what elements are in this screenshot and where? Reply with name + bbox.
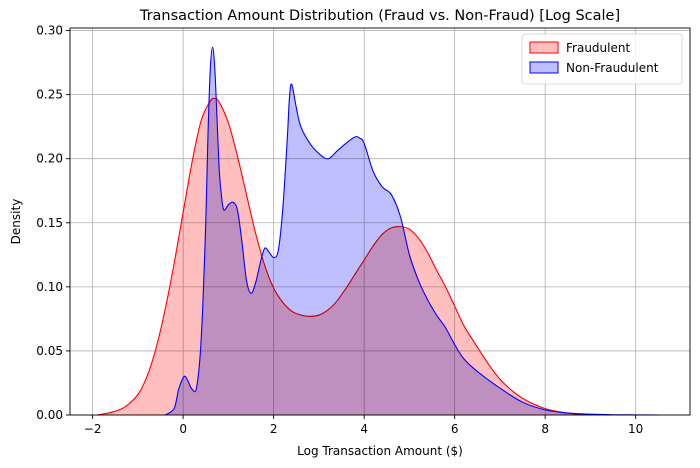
y-tick-label: 0.10 — [36, 280, 63, 294]
x-tick-label: 0 — [179, 422, 187, 436]
legend-box — [521, 33, 683, 85]
legend-label-non-fraudulent: Non-Fraudulent — [566, 61, 659, 75]
y-tick-label: 0.30 — [36, 24, 63, 38]
legend-swatch-non-fraudulent — [529, 61, 559, 74]
chart-title: Transaction Amount Distribution (Fraud v… — [139, 8, 620, 24]
x-tick-label: 8 — [541, 422, 549, 436]
x-tick-label: 6 — [451, 422, 459, 436]
series-layer — [97, 46, 659, 416]
y-tick-label: 0.00 — [36, 408, 63, 422]
plot-frame — [69, 27, 691, 416]
x-tick-label: 10 — [628, 422, 643, 436]
y-tick-label: 0.25 — [36, 88, 63, 102]
y-axis-label: Density — [9, 199, 23, 245]
x-tick-label: 4 — [360, 422, 368, 436]
y-tick-label: 0.05 — [36, 344, 63, 358]
legend-label-fraudulent: Fraudulent — [566, 41, 630, 55]
legend-swatch-fraudulent — [529, 41, 559, 54]
y-tick-label: 0.15 — [36, 216, 63, 230]
x-axis-label: Log Transaction Amount ($) — [297, 444, 463, 458]
density-line-non-fraudulent — [164, 46, 659, 416]
axis-ticks: −2 0 2 4 6 8 10 0.00 0.05 0.10 0.15 0.20 0.25 0.30 — [36, 24, 643, 436]
grid — [70, 28, 690, 416]
density-area-non-fraudulent — [165, 47, 659, 415]
x-tick-label: 2 — [270, 422, 278, 436]
legend: Fraudulent Non-Fraudulent — [521, 33, 683, 85]
y-tick-label: 0.20 — [36, 152, 63, 166]
x-tick-label: −2 — [84, 422, 102, 436]
